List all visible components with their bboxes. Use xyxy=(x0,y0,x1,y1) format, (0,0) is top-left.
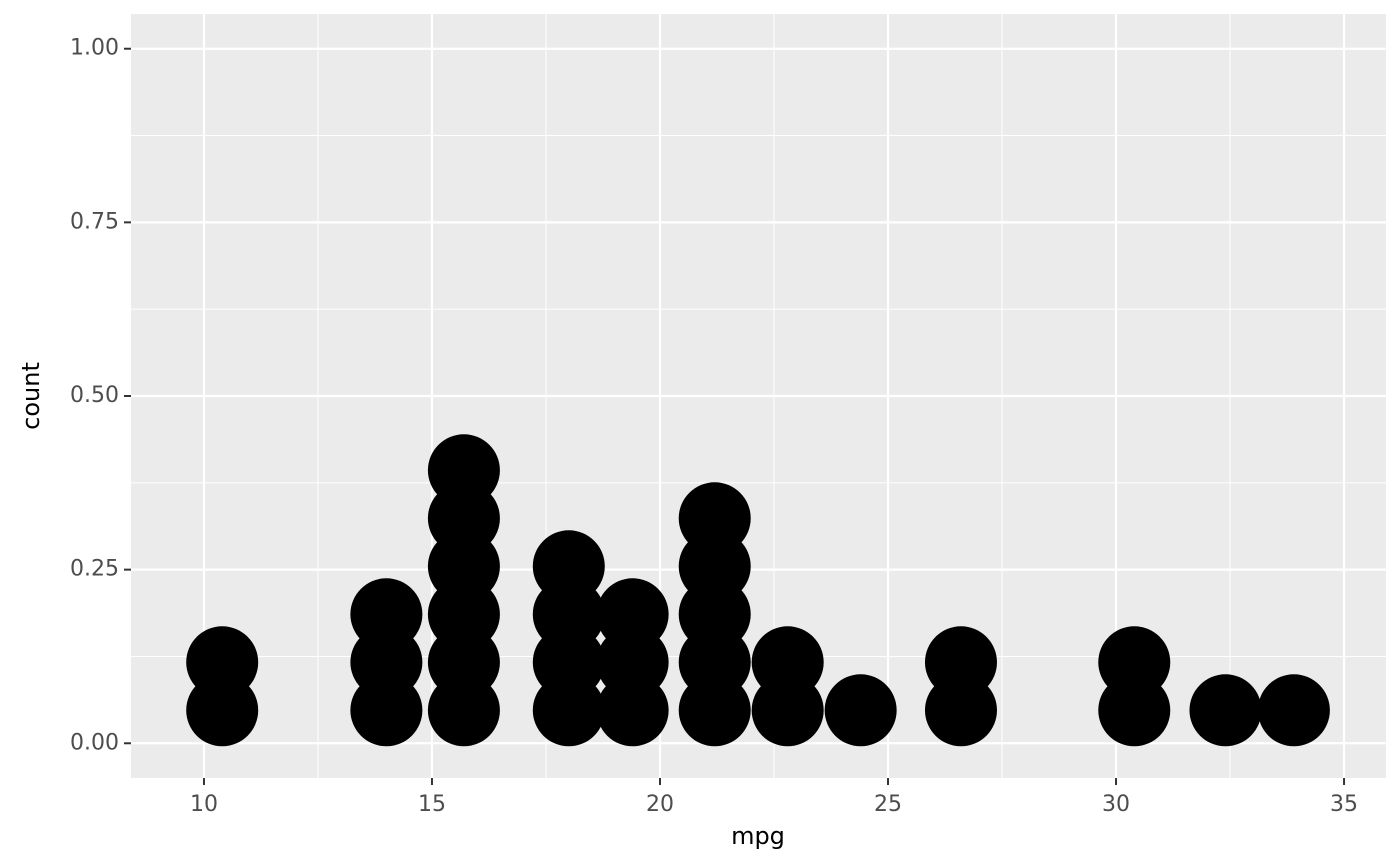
dot xyxy=(350,578,423,651)
x-tick-label: 30 xyxy=(1102,792,1130,817)
dot xyxy=(924,626,997,699)
y-tick-label: 0.25 xyxy=(70,557,119,582)
dot xyxy=(427,434,500,507)
x-tick-label: 25 xyxy=(874,792,902,817)
dot xyxy=(186,626,259,699)
dot xyxy=(1098,626,1171,699)
y-tick-label: 0.75 xyxy=(70,209,119,234)
dot xyxy=(532,530,605,603)
dot xyxy=(824,674,897,747)
x-tick-label: 35 xyxy=(1330,792,1358,817)
dot xyxy=(678,482,751,555)
y-axis-title: count xyxy=(17,362,45,430)
y-tick-label: 0.50 xyxy=(70,383,119,408)
x-axis-title: mpg xyxy=(731,822,785,850)
x-tick-label: 20 xyxy=(646,792,674,817)
y-tick-label: 1.00 xyxy=(70,36,119,61)
dot xyxy=(1189,674,1262,747)
dot xyxy=(751,626,824,699)
x-tick-label: 15 xyxy=(418,792,446,817)
x-tick-label: 10 xyxy=(190,792,218,817)
dot xyxy=(596,578,669,651)
y-tick-label: 0.00 xyxy=(70,730,119,755)
dot xyxy=(1257,674,1330,747)
